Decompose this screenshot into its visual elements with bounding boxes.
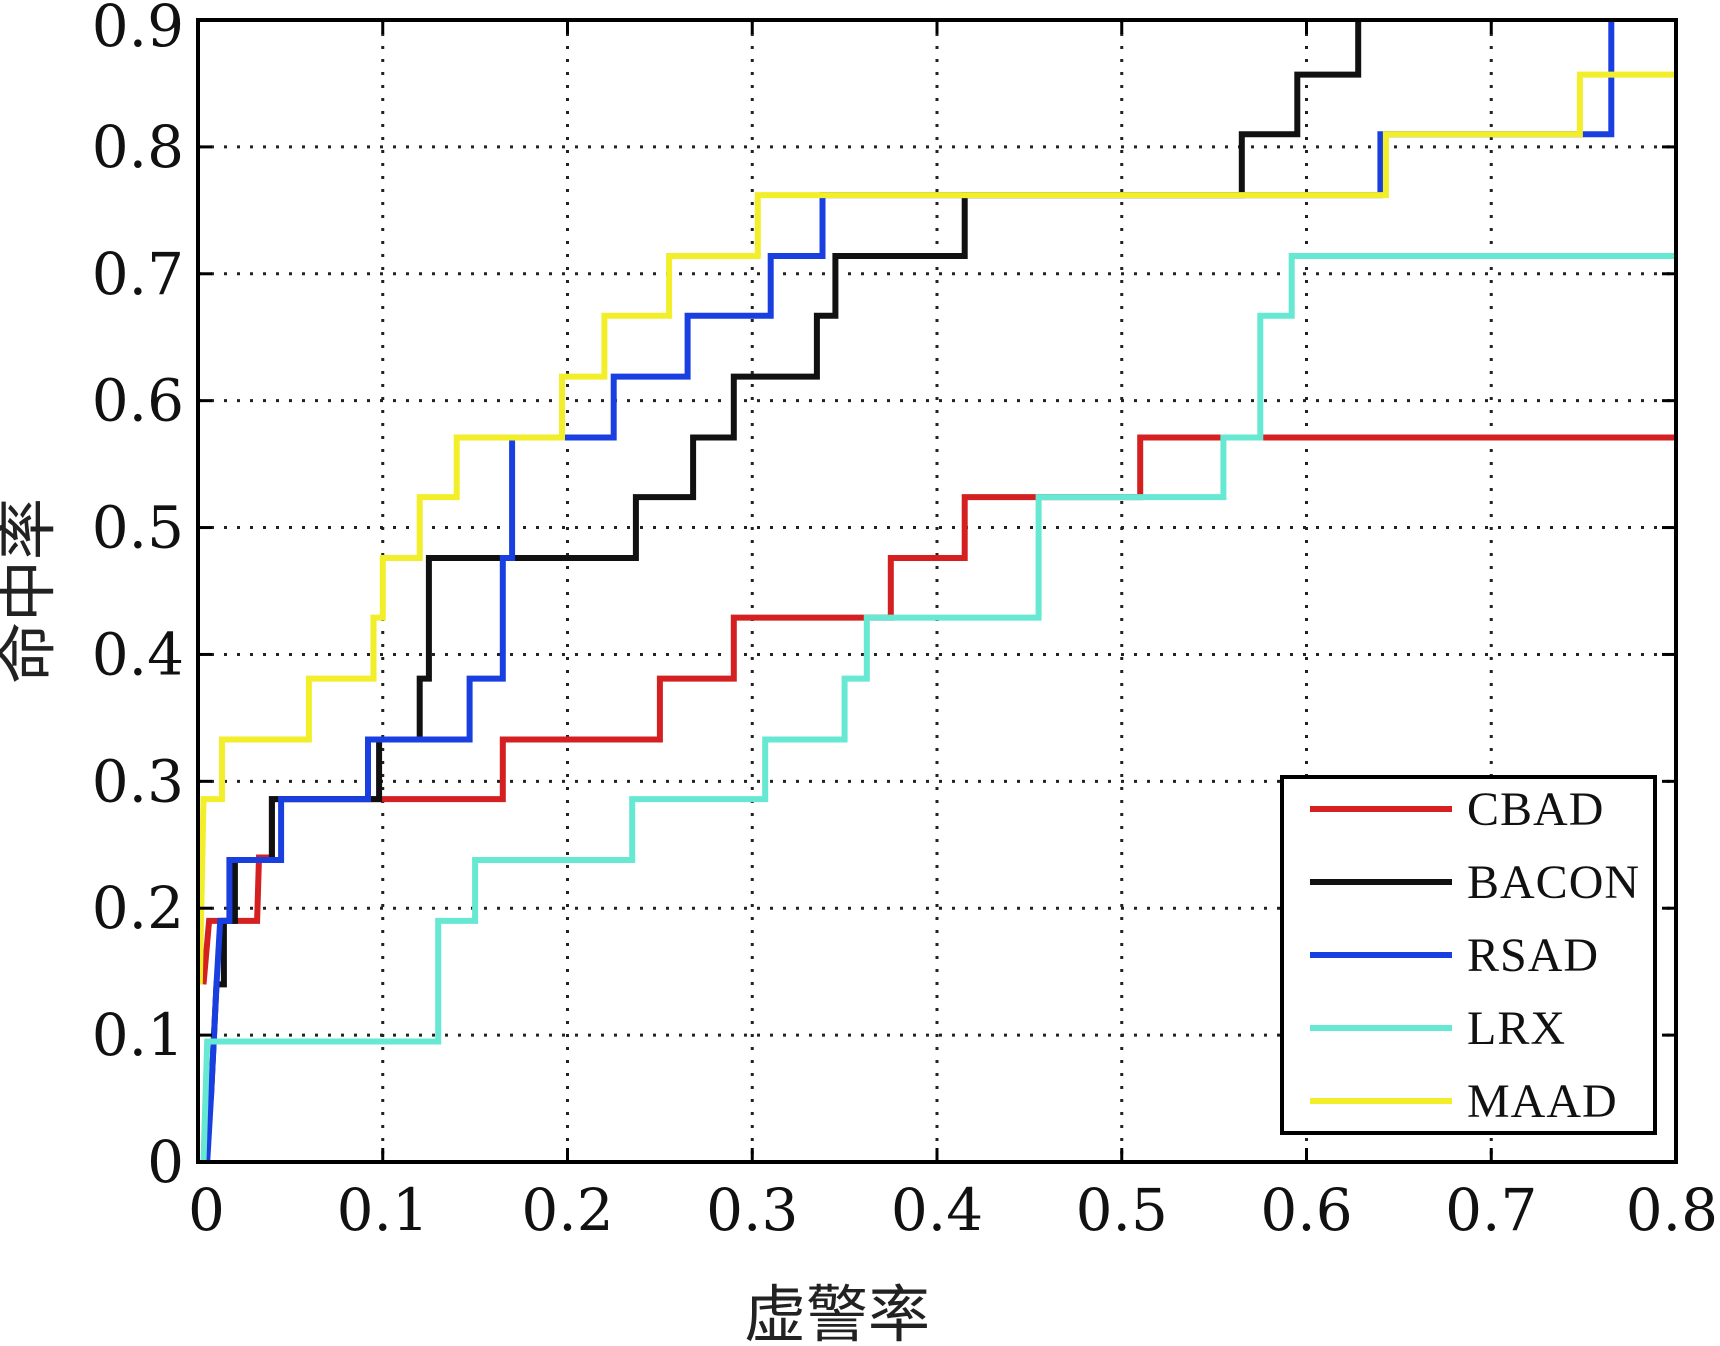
y-tick-label: 0.1 (92, 1001, 184, 1069)
x-tick-label: 0.2 (521, 1176, 613, 1244)
x-tick-label: 0.7 (1445, 1176, 1537, 1244)
y-axis-title: 命中率 (0, 498, 63, 684)
x-tick-label: 0.8 (1626, 1176, 1718, 1244)
axis-ticks: 0 0.1 0.2 0.3 0.4 0.5 0.6 0.7 0.8 0 0.1 0.2 0.3 0.4 0.… (92, 0, 1718, 1244)
legend-label-maad: MAAD (1467, 1075, 1618, 1128)
y-tick-label: 0.4 (92, 620, 184, 688)
x-tick-label: 0.3 (706, 1176, 798, 1244)
x-tick-label: 0.1 (337, 1176, 429, 1244)
y-tick-label: 0.3 (92, 747, 184, 815)
x-tick-label: 0.4 (891, 1176, 983, 1244)
y-tick-label: 0 (147, 1128, 184, 1196)
y-tick-label: 0.5 (92, 494, 184, 562)
x-tick-label: 0 (188, 1176, 225, 1244)
x-tick-label: 0.6 (1260, 1176, 1352, 1244)
y-tick-label: 0.6 (92, 367, 184, 435)
legend-label-bacon: BACON (1467, 856, 1640, 909)
series-line-rsad (204, 20, 1615, 1163)
y-tick-label: 0.8 (92, 113, 184, 181)
series-lines (196, 20, 1676, 1163)
x-axis-title: 虚警率 (744, 1278, 930, 1346)
series-line-maad (196, 71, 1676, 985)
y-tick-label: 0.7 (92, 240, 184, 308)
x-tick-label: 0.5 (1076, 1176, 1168, 1244)
series-line-lrx (200, 253, 1676, 1163)
legend-label-lrx: LRX (1467, 1002, 1566, 1055)
legend-label-cbad: CBAD (1467, 783, 1604, 836)
legend: CBAD BACON RSAD LRX MAAD (1280, 775, 1657, 1135)
legend-label-rsad: RSAD (1467, 929, 1599, 982)
y-tick-label: 0.9 (92, 0, 184, 60)
y-tick-label: 0.2 (92, 874, 184, 942)
